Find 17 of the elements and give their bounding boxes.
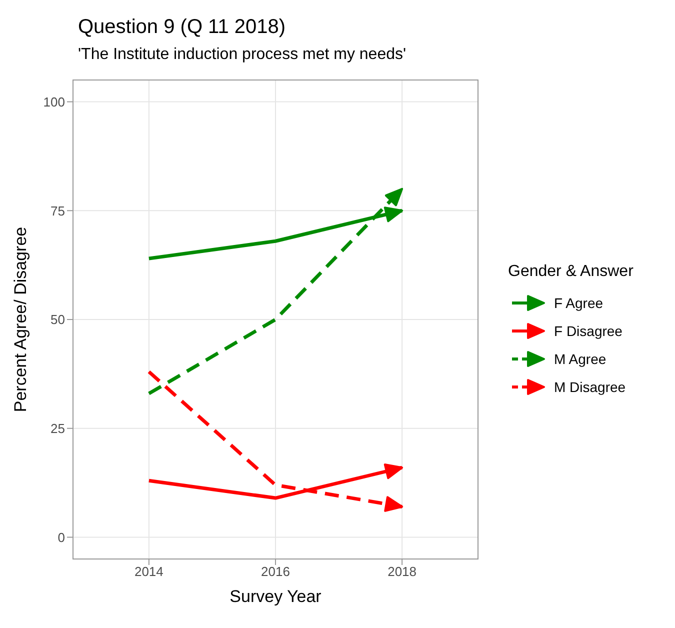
y-tick-label: 25 [50, 420, 65, 436]
x-tick-label: 2014 [134, 564, 164, 580]
chart-title: Question 9 (Q 11 2018) [78, 16, 286, 39]
x-axis-title: Survey Year [228, 587, 322, 607]
legend-label: F Disagree [554, 323, 622, 339]
y-tick-label: 100 [43, 94, 65, 110]
legend-label: M Agree [554, 351, 606, 367]
y-tick-label: 50 [50, 312, 65, 328]
x-tick-label: 2016 [261, 564, 290, 580]
legend-label: M Disagree [554, 379, 626, 395]
legend-title: Gender & Answer [508, 263, 634, 281]
legend-label: F Agree [554, 295, 604, 311]
y-axis-title: Percent Agree/ Disagree [11, 226, 30, 412]
y-tick-label: 0 [58, 530, 65, 545]
chart-subtitle: 'The Institute induction process met my needs' [78, 46, 406, 64]
x-tick-label: 2018 [388, 564, 417, 580]
y-tick-label: 75 [50, 203, 65, 218]
